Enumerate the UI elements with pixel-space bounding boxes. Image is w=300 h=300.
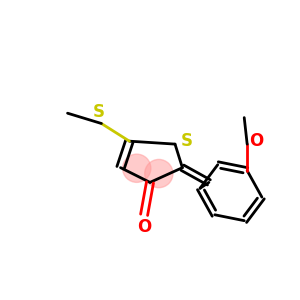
Circle shape bbox=[123, 154, 151, 182]
Text: S: S bbox=[92, 103, 104, 121]
Text: O: O bbox=[249, 132, 263, 150]
Text: S: S bbox=[181, 132, 193, 150]
Circle shape bbox=[145, 159, 173, 188]
Text: O: O bbox=[137, 218, 151, 236]
